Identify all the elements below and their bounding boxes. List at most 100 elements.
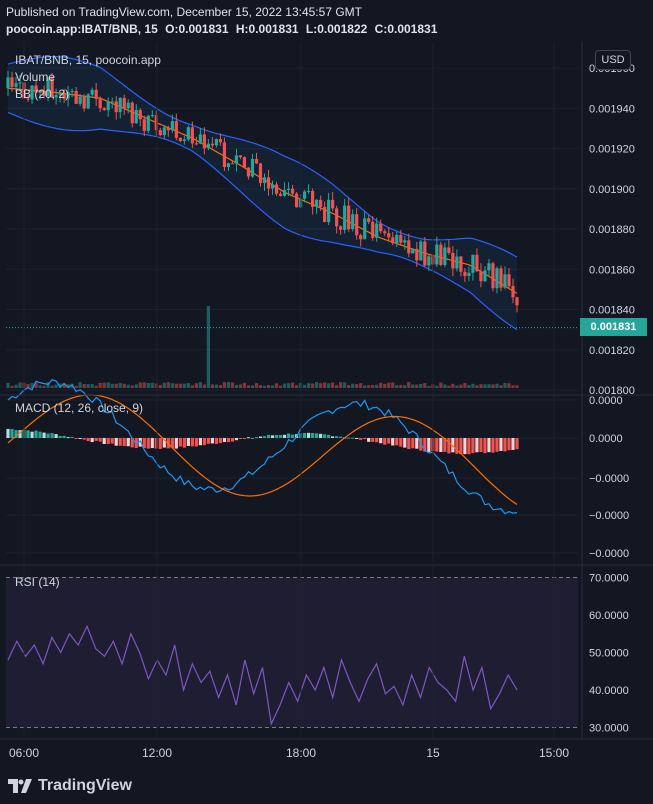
candle-body [319,199,323,207]
volume-bar [106,382,110,388]
candle-body [491,263,495,289]
candle-body [226,163,231,168]
chart-canvas[interactable]: 0.0019600.0019400.0019200.0019000.001880… [0,0,653,769]
tradingview-logo[interactable]: TradingView [8,777,132,795]
candle-body [142,119,146,131]
macd-histogram-bar [66,437,70,439]
candle-body [282,190,287,196]
candle-body [415,248,419,261]
macd-histogram-bar [210,438,215,444]
candle-body [30,85,34,100]
currency-button[interactable]: USD [595,50,631,70]
candle-body [150,115,154,117]
macd-histogram-bar [90,438,94,443]
macd-histogram-bar [30,431,34,438]
macd-histogram-bar [46,433,50,438]
candle-body [6,77,10,89]
volume-bar [319,383,323,388]
rsi-tick-label: 60.0000 [589,610,629,622]
symbol-label[interactable]: IBAT/BNB, 15, poocoin.app [15,53,161,67]
candle-body [202,134,206,149]
rsi-pane[interactable] [6,577,578,728]
price-tick-label: 0.001840 [589,305,635,317]
candle-body [419,241,423,261]
candle-body [182,139,186,142]
macd-histogram-bar [471,438,475,454]
candle-body [495,268,499,289]
rsi-line [7,624,518,726]
volume-bar [98,382,102,388]
candle-body [50,78,54,98]
macd-histogram-bar [106,438,110,444]
volume-bar [150,382,154,388]
macd-histogram-bar [515,438,519,450]
macd-histogram-bar [483,438,487,454]
macd-histogram-bar [435,438,439,452]
candle-body [423,241,427,266]
candle-body [206,143,210,149]
volume-bar [451,383,455,388]
volume-bar [126,384,130,388]
candle-body [363,218,367,240]
candle-body [395,234,399,244]
volume-bar [447,385,451,388]
macd-histogram-bar [306,432,311,438]
candle-body [375,223,379,238]
volume-bar [110,383,114,388]
macd-histogram-bar [10,428,14,438]
volume-bar [190,385,194,388]
macd-histogram-bar [86,438,90,442]
macd-histogram-bar [499,438,503,451]
macd-histogram-bar [286,433,291,438]
bb-lower-line [7,111,518,331]
candle-body [122,97,126,109]
candle-body [254,158,259,164]
macd-histogram-bar [363,438,367,440]
rsi-label[interactable]: RSI (14) [15,575,60,589]
bb-label[interactable]: BB (20, 2) [15,87,70,101]
candle-body [359,235,363,240]
macd-histogram-bar [479,438,483,452]
bb-band-fill [8,56,517,330]
candle-body [222,142,227,168]
macd-histogram-bar [182,438,186,448]
price-pane[interactable] [6,56,578,391]
macd-histogram-bar [399,438,403,447]
macd-histogram-bar [323,434,327,438]
volume-bar [379,382,383,388]
volume-bar [234,384,239,388]
candle-body [399,234,403,243]
volume-bar [475,385,479,388]
volume-bar [78,382,82,388]
macd-line [7,379,518,515]
symbol-line: poocoin.app:IBAT/BNB, 15 [6,22,158,36]
volume-bar [515,385,519,388]
candle-body [262,177,267,184]
volume-bar [230,382,235,388]
ohlc-line: poocoin.app:IBAT/BNB, 15 O:0.001831 H:0.… [6,22,437,36]
volume-bar [102,382,106,388]
macd-histogram-bar [246,437,251,439]
volume-bar [491,384,495,388]
candle-body [347,205,351,230]
candle-body [455,256,459,269]
volume-bar [222,382,227,388]
volume-bar [86,384,90,388]
macd-label[interactable]: MACD (12, 26, close, 9) [15,401,144,415]
volume-bar [114,383,118,388]
volume-bar [435,385,439,388]
candle-body [94,89,98,99]
macd-histogram-bar [315,433,319,438]
macd-pane[interactable] [6,379,578,554]
price-axis[interactable]: 0.0019600.0019400.0019200.0019000.001880… [589,63,635,734]
candle-body [170,121,174,131]
volume-bar [343,382,347,388]
macd-histogram-bar [290,434,295,438]
volume-label[interactable]: Volume [15,70,56,84]
volume-bar [166,382,170,388]
time-axis[interactable]: 06:00 12:00 18:00 15 15:00 [9,746,569,760]
volume-bar [266,385,271,388]
macd-histogram-bar [475,438,479,453]
candle-body [475,254,479,272]
candle-body [294,193,299,208]
